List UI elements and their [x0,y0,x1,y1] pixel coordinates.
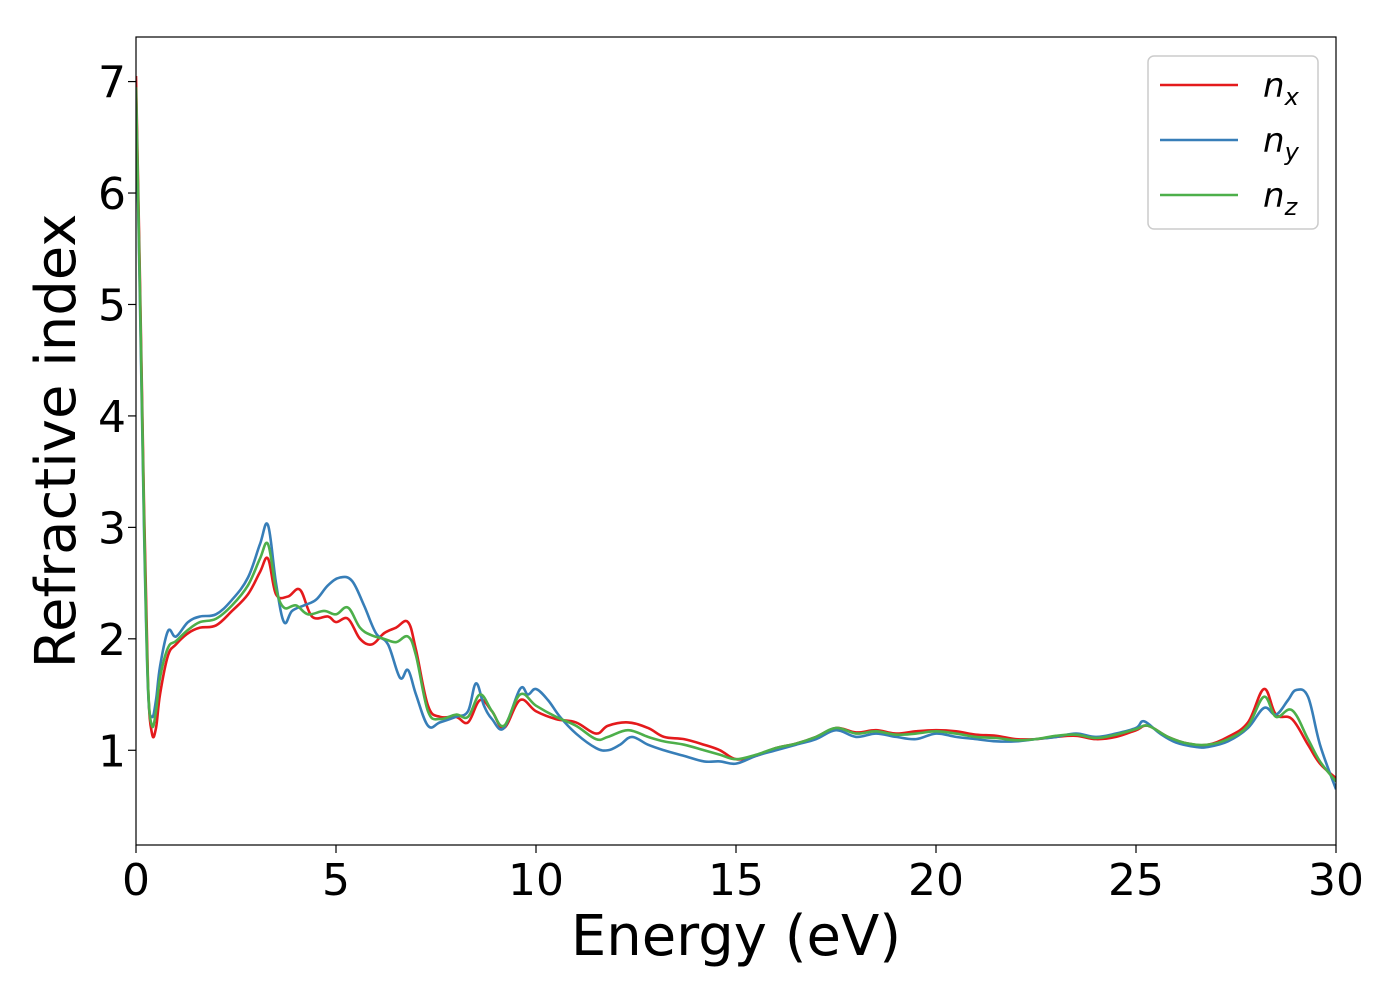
tick-layer: 0 5 10 15 20 25 30 1 2 3 4 5 6 7 [98,58,1364,906]
y-axis-title: Refractive index [24,214,89,669]
y-tick-label: 6 [98,169,126,220]
x-tick-label: 25 [1108,855,1164,906]
x-tick-label: 15 [708,855,764,906]
series-layer [136,75,1336,790]
x-tick-label: 20 [908,855,964,906]
y-tick-label: 2 [98,615,126,666]
legend-box [1147,55,1319,230]
y-tick-label: 1 [98,726,126,777]
y-tick-label: 4 [98,392,126,443]
series-line-nz [136,87,1336,783]
series-line-nx [136,75,1336,780]
x-tick-label: 5 [322,855,350,906]
x-axis-title: Energy (eV) [571,904,901,969]
y-tick-label: 5 [98,280,126,331]
y-tick-label: 3 [98,503,126,554]
x-tick-label: 0 [122,855,150,906]
legend: nx ny nz [1147,55,1319,230]
x-tick-label: 10 [508,855,564,906]
legend-label-ny: ny [1263,121,1300,166]
legend-label-nz: nz [1263,176,1299,221]
y-tick-label: 7 [98,58,126,109]
legend-label-nx: nx [1263,66,1300,111]
x-tick-label: 30 [1308,855,1364,906]
